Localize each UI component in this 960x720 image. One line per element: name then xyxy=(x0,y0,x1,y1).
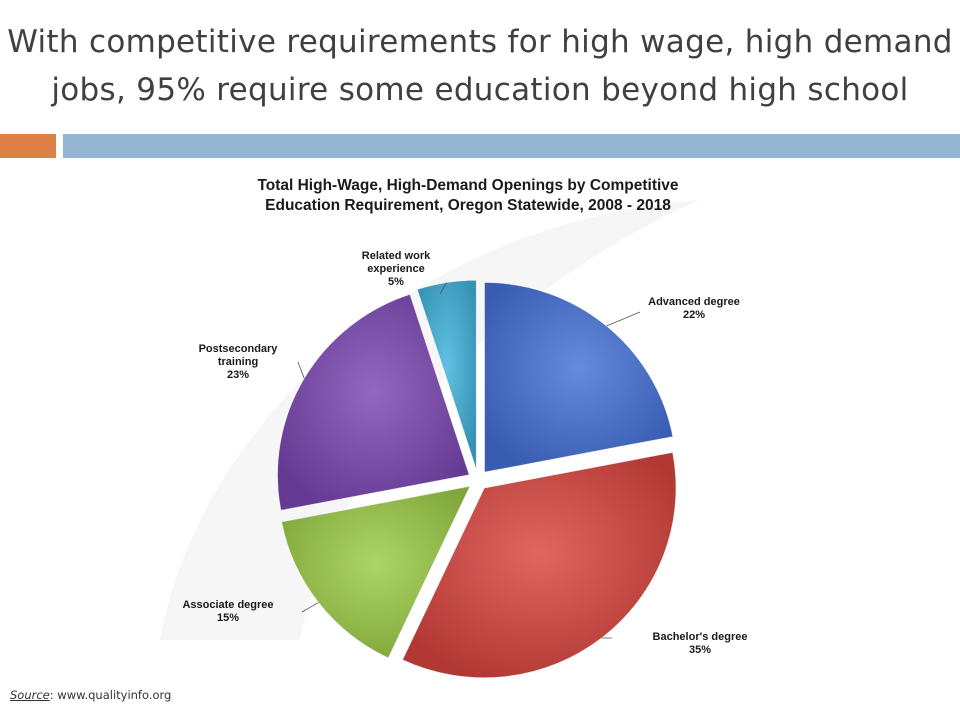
pie-labels: Advanced degree 22% Bachelor's degree 35% As… xyxy=(182,250,747,656)
leader-line-related-work-experience xyxy=(439,282,447,295)
pie-label-bachelor-s-degree-line-2: 35% xyxy=(689,644,711,656)
pie-leader-lines xyxy=(297,282,641,639)
pie-slices xyxy=(276,279,677,679)
accent-bar-blue xyxy=(63,134,960,158)
source-label: Source xyxy=(10,688,50,702)
pie-label-advanced-degree-line-2: 22% xyxy=(683,309,705,321)
pie-label-postsecondary-training: Postsecondary training 23% xyxy=(199,343,279,381)
pie-label-related-work-experience: Related work experience 5% xyxy=(362,250,431,288)
pie-slice-postsecondary-training-shade xyxy=(277,294,470,511)
slide-title: With competitive requirements for high w… xyxy=(0,18,960,114)
pie-slice-bachelor-s-degree xyxy=(401,451,677,679)
pie-label-related-work-experience-line-3: 5% xyxy=(388,276,404,288)
pie-label-bachelor-s-degree: Bachelor's degree 35% xyxy=(653,631,748,656)
chart-title-line-2: Education Requirement, Oregon Statewide,… xyxy=(265,197,671,214)
pie-chart: Total High-Wage, High-Demand Openings by… xyxy=(160,177,747,679)
leader-line-associate-degree xyxy=(301,602,319,613)
pie-label-associate-degree-line-1: Associate degree xyxy=(182,599,273,611)
pie-label-associate-degree: Associate degree 15% xyxy=(182,599,273,624)
pie-label-postsecondary-training-line-2: training xyxy=(218,356,258,368)
pie-label-related-work-experience-line-1: Related work xyxy=(362,250,431,262)
pie-label-advanced-degree: Advanced degree 22% xyxy=(648,296,740,321)
source-url[interactable]: www.qualityinfo.org xyxy=(57,688,172,702)
leader-line-advanced-degree xyxy=(606,311,641,327)
pie-label-postsecondary-training-line-1: Postsecondary xyxy=(199,343,279,355)
slide-title-line-1: With competitive requirements for high w… xyxy=(7,24,953,60)
pie-slice-associate-degree-shade xyxy=(281,486,471,659)
pie-slice-advanced-degree-shade xyxy=(484,282,673,473)
chart-title-line-1: Total High-Wage, High-Demand Openings by… xyxy=(257,177,678,194)
leader-line-postsecondary-training xyxy=(297,361,305,379)
source-separator: : xyxy=(49,688,58,702)
accent-bar-orange xyxy=(0,134,56,158)
pie-slice-advanced-degree xyxy=(483,281,674,473)
pie-slice-postsecondary-training xyxy=(276,293,471,512)
pie-label-postsecondary-training-line-3: 23% xyxy=(227,369,249,381)
pie-slice-related-work-experience xyxy=(416,279,477,471)
source-citation: Source: www.qualityinfo.org xyxy=(10,688,171,702)
pie-label-advanced-degree-line-1: Advanced degree xyxy=(648,296,740,308)
pie-label-bachelor-s-degree-line-1: Bachelor's degree xyxy=(653,631,748,643)
pie-label-related-work-experience-line-2: experience xyxy=(367,263,424,275)
pie-label-associate-degree-line-2: 15% xyxy=(217,612,239,624)
pie-slice-bachelor-s-degree-shade xyxy=(402,452,677,678)
pie-slice-related-work-experience-shade xyxy=(417,280,477,471)
slide-title-line-2: jobs, 95% require some education beyond … xyxy=(51,72,909,108)
